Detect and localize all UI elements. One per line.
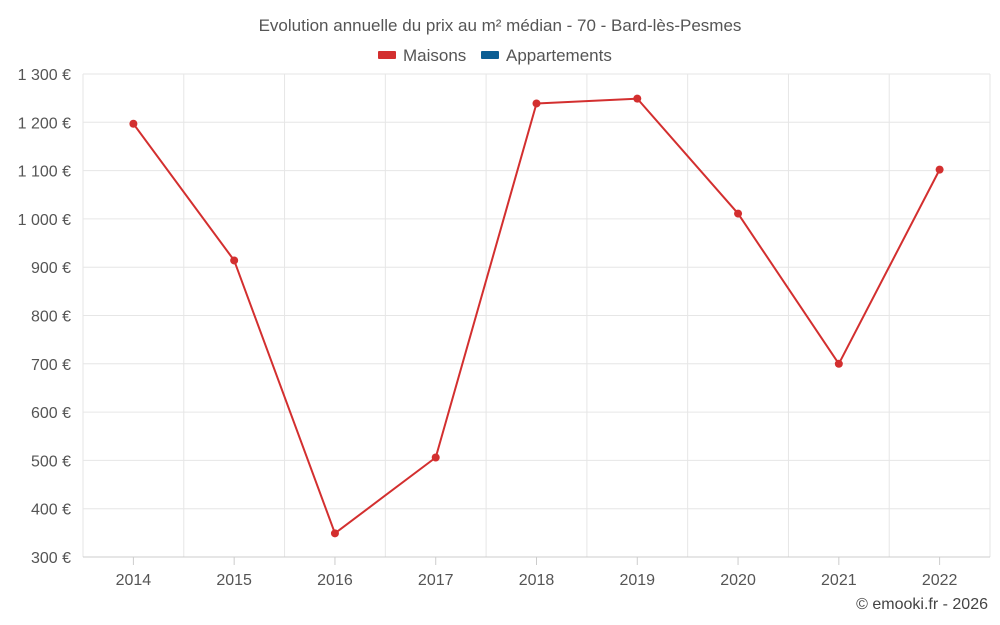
data-point-maisons-2019[interactable] <box>633 94 642 103</box>
data-point-maisons-2020[interactable] <box>734 209 743 218</box>
y-tick-label: 600 € <box>31 405 71 422</box>
legend-label-appartements: Appartements <box>506 46 612 65</box>
y-tick-label: 1 000 € <box>18 212 71 229</box>
y-tick-label: 800 € <box>31 309 71 326</box>
y-tick-label: 1 300 € <box>18 67 71 84</box>
y-tick-label: 1 100 € <box>18 164 71 181</box>
data-point-maisons-2018[interactable] <box>532 99 541 108</box>
legend-item-appartements[interactable]: Appartements <box>481 46 612 65</box>
x-tick-label: 2019 <box>619 572 655 589</box>
x-tick-label: 2017 <box>418 572 454 589</box>
x-tick-label: 2020 <box>720 572 756 589</box>
legend-swatch-appartements <box>481 51 499 59</box>
legend-swatch-maisons <box>378 51 396 59</box>
grid <box>82 73 991 557</box>
y-tick-label: 700 € <box>31 357 71 374</box>
data-point-maisons-2021[interactable] <box>834 359 843 368</box>
x-tick-label: 2014 <box>116 572 152 589</box>
series-maisons <box>129 94 944 538</box>
y-tick-label: 300 € <box>31 550 71 567</box>
x-tick-label: 2016 <box>317 572 353 589</box>
x-tick-label: 2018 <box>519 572 555 589</box>
data-point-maisons-2016[interactable] <box>330 529 339 538</box>
x-tick-label: 2021 <box>821 572 857 589</box>
data-point-maisons-2022[interactable] <box>935 165 944 174</box>
data-point-maisons-2014[interactable] <box>129 119 138 128</box>
data-point-maisons-2017[interactable] <box>431 453 440 462</box>
legend-item-maisons[interactable]: Maisons <box>378 46 466 65</box>
credit: © emooki.fr - 2026 <box>856 596 988 613</box>
x-tick-label: 2015 <box>216 572 252 589</box>
y-tick-label: 400 € <box>31 502 71 519</box>
x-tick-label: 2022 <box>922 572 958 589</box>
legend: Maisons Appartements <box>378 46 612 65</box>
y-tick-label: 500 € <box>31 453 71 470</box>
y-tick-label: 1 200 € <box>18 115 71 132</box>
y-tick-label: 900 € <box>31 260 71 277</box>
data-point-maisons-2015[interactable] <box>230 256 239 265</box>
y-axis: 300 € 400 € 500 € 600 € 700 € 800 € 900 € 1 000… <box>18 67 71 567</box>
x-axis: 2014 2015 2016 2017 2018 2019 2020 2021 2022 <box>83 556 990 589</box>
chart-title: Evolution annuelle du prix au m² médian … <box>259 16 742 35</box>
legend-label-maisons: Maisons <box>403 46 466 65</box>
